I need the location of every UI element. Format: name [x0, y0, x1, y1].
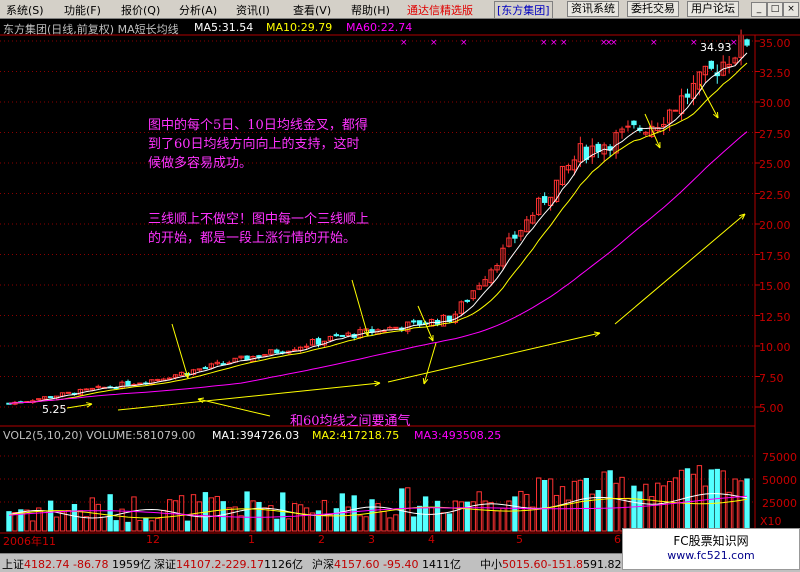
- annotation-line: 候做多容易成功。: [148, 156, 253, 171]
- index-name: 中小: [480, 558, 502, 571]
- annotation-line: 三线顺上不做空！图中每一个三线顺上: [148, 212, 370, 227]
- price-tick: 10.00: [759, 341, 791, 354]
- annotation-line: 到了60日均线方向向上的支持，这时: [148, 137, 360, 152]
- price-tick: 12.50: [759, 311, 791, 324]
- minimize-button[interactable]: _: [751, 2, 767, 17]
- vol-ma1: MA1:394726.03: [212, 429, 300, 442]
- maximize-button[interactable]: □: [767, 2, 783, 17]
- price-tick: 7.50: [759, 372, 784, 385]
- price-tick: 25.00: [759, 158, 791, 171]
- vol-tick: 25000: [762, 497, 797, 510]
- index-name: 深证: [154, 558, 176, 571]
- high-price-label: 34.93: [700, 41, 732, 54]
- index-name: 沪深: [312, 558, 334, 571]
- price-tick: 35.00: [759, 37, 791, 50]
- price-tick: 30.00: [759, 97, 791, 110]
- menu-info[interactable]: 资讯(I): [236, 4, 270, 17]
- svg-text:×: ×: [540, 38, 548, 48]
- index-change: -229.17: [221, 558, 264, 571]
- price-tick: 22.50: [759, 189, 791, 202]
- index-value: 4182.74: [24, 558, 70, 571]
- ma10-readout: MA10:29.79: [266, 21, 333, 34]
- stock-tag[interactable]: [东方集团]: [494, 1, 553, 19]
- index-sz[interactable]: 深证14107.2-229.171126亿: [154, 556, 303, 572]
- svg-text:×: ×: [400, 38, 408, 48]
- svg-text:×: ×: [550, 38, 558, 48]
- low-price-label: 5.25: [42, 403, 67, 416]
- index-value: 4157.60: [334, 558, 380, 571]
- price-tick: 27.50: [759, 128, 791, 141]
- svg-text:×: ×: [690, 38, 698, 48]
- index-status-bar: 上证4182.74 -86.78 1959亿 深证14107.2-229.171…: [0, 553, 800, 572]
- menu-view[interactable]: 查看(V): [293, 4, 332, 17]
- index-zx[interactable]: 中小5015.60-151.8591.82亿: [480, 556, 632, 572]
- menu-quote[interactable]: 报价(Q): [121, 4, 161, 17]
- chart-title: 东方集团(日线,前复权) MA短长均线: [3, 23, 179, 36]
- forum-button[interactable]: 用户论坛: [687, 1, 739, 17]
- index-amount: 1959亿: [111, 558, 151, 571]
- index-value: 5015.60: [502, 558, 548, 571]
- time-tick: 4: [428, 533, 435, 546]
- time-tick: 2: [318, 533, 325, 546]
- time-tick: 5: [516, 533, 523, 546]
- ma5-readout: MA5:31.54: [194, 21, 254, 34]
- index-change: -95.40: [383, 558, 419, 571]
- time-tick: 2006年11: [3, 535, 56, 548]
- menu-analysis[interactable]: 分析(A): [179, 4, 218, 17]
- annotation-line: 的开始，都是一段上涨行情的开始。: [148, 231, 357, 246]
- price-tick: 15.00: [759, 280, 791, 293]
- kline-chart[interactable]: × × × × × × ××× × × ×: [0, 18, 800, 553]
- index-change: -151.8: [547, 558, 583, 571]
- close-button[interactable]: ×: [783, 2, 799, 17]
- ma60-readout: MA60:22.74: [346, 21, 413, 34]
- vol-tick: 75000: [762, 451, 797, 464]
- price-tick: 32.50: [759, 67, 791, 80]
- ma-info-bar: 东方集团(日线,前复权) MA短长均线 MA5:31.54 MA10:29.79…: [0, 19, 800, 36]
- menu-help[interactable]: 帮助(H): [351, 4, 390, 17]
- annotation-line: 图中的每个5日、10日均线金叉，都得: [148, 118, 368, 133]
- annotation-three-lines: 三线顺上不做空！图中每一个三线顺上 的开始，都是一段上涨行情的开始。: [148, 210, 369, 248]
- menu-system[interactable]: 系统(S): [6, 4, 44, 17]
- svg-text:×: ×: [460, 38, 468, 48]
- svg-text:×: ×: [610, 38, 618, 48]
- index-sh[interactable]: 上证4182.74 -86.78 1959亿: [2, 556, 151, 572]
- trade-button[interactable]: 委托交易: [627, 1, 679, 17]
- svg-text:×: ×: [600, 38, 608, 48]
- vol-title: VOL2(5,10,20) VOLUME:581079.00: [3, 429, 196, 442]
- vol-ma2: MA2:417218.75: [312, 429, 400, 442]
- svg-text:×: ×: [430, 38, 438, 48]
- time-tick: 3: [368, 533, 375, 546]
- svg-text:×: ×: [650, 38, 658, 48]
- index-change: -86.78: [73, 558, 109, 571]
- index-value: 14107.2: [176, 558, 222, 571]
- menu-bar: 系统(S) 功能(F) 报价(Q) 分析(A) 资讯(I) 查看(V) 帮助(H…: [0, 0, 800, 19]
- index-hs[interactable]: 沪深4157.60 -95.40 1411亿: [312, 556, 461, 572]
- annotation-golden-cross: 图中的每个5日、10日均线金叉，都得 到了60日均线方向向上的支持，这时 候做多…: [148, 116, 368, 173]
- svg-text:×: ×: [560, 38, 568, 48]
- index-amount: 591.82亿: [582, 558, 633, 571]
- menu-function[interactable]: 功能(F): [64, 4, 101, 17]
- svg-text:×: ×: [605, 38, 613, 48]
- watermark-line: FC股票知识网: [673, 534, 749, 548]
- vol-ma3: MA3:493508.25: [414, 429, 502, 442]
- time-tick: 6: [614, 533, 621, 546]
- price-tick: 17.50: [759, 250, 791, 263]
- watermark-logo: FC股票知识网 www.fc521.com: [622, 528, 800, 570]
- index-amount: 1126亿: [263, 558, 303, 571]
- annotation-ventilate: 和60均线之间要通气: [290, 414, 411, 429]
- info-system-button[interactable]: 资讯系统: [567, 1, 619, 17]
- index-name: 上证: [2, 558, 24, 571]
- watermark-line: www.fc521.com: [667, 549, 755, 562]
- vol-tick: 50000: [762, 474, 797, 487]
- svg-text:×: ×: [730, 38, 738, 48]
- price-tick: 20.00: [759, 219, 791, 232]
- index-amount: 1411亿: [421, 558, 461, 571]
- time-tick: 1: [248, 533, 255, 546]
- app-name: 通达信精选版: [407, 4, 473, 17]
- time-tick: 12: [146, 533, 160, 546]
- price-tick: 5.00: [759, 402, 784, 415]
- vol-unit: X10: [760, 515, 782, 528]
